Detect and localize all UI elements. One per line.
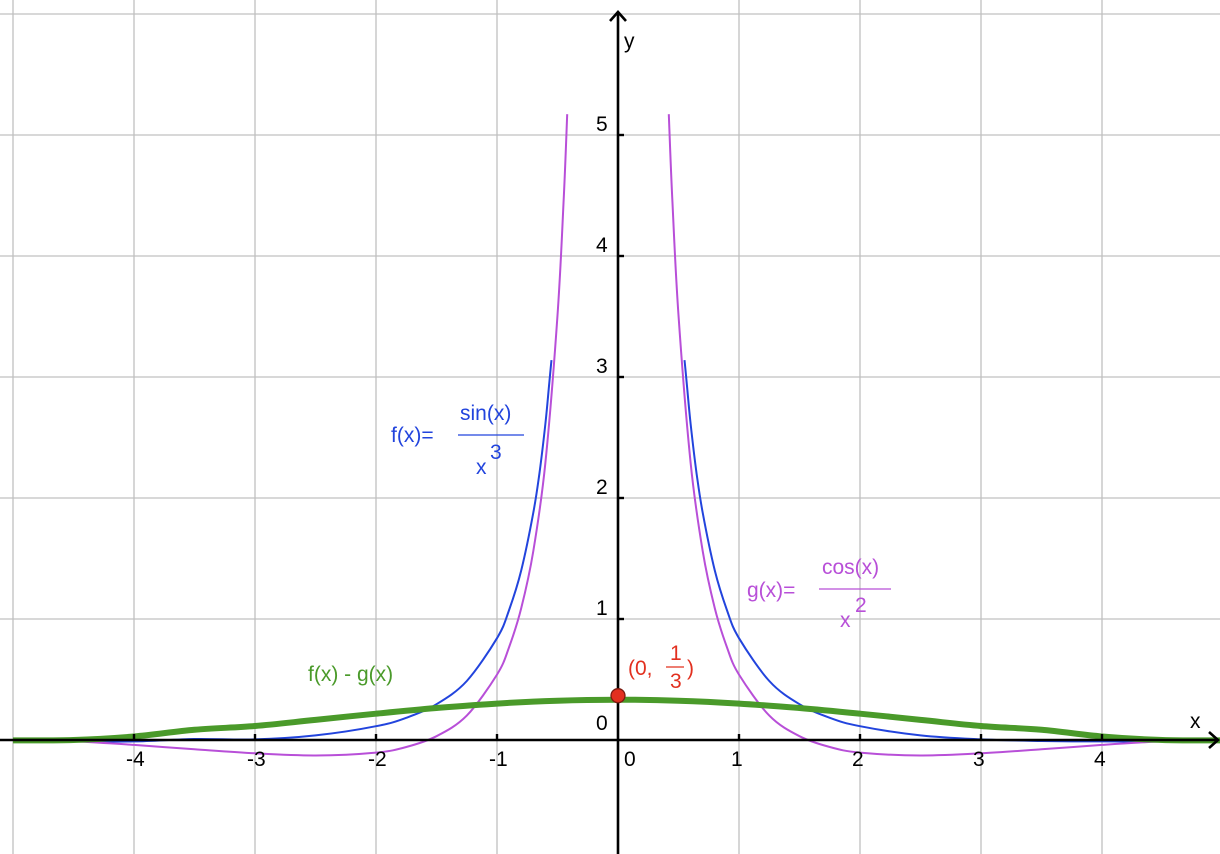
point-label-prefix: (0,	[628, 657, 653, 680]
x-axis-arrow-icon	[1208, 731, 1220, 749]
ticks: -4 -3 -2 -1 1 2 3 4 1 2 3 4 5	[126, 113, 1106, 771]
g-curve	[12, 114, 569, 757]
f-function-label: f(x)= sin(x) x 3	[391, 402, 524, 479]
limit-point-label: (0, 1 3 )	[628, 642, 694, 693]
point-label-suffix: )	[687, 657, 694, 680]
y-tick-label: 2	[596, 476, 608, 499]
y-axis-arrow-icon	[609, 10, 627, 22]
g-function-label: g(x)= cos(x) x 2	[747, 556, 891, 632]
axes: x y 0 0	[0, 10, 1220, 854]
point-label-denominator: 3	[670, 670, 682, 693]
x-tick-label: -2	[368, 748, 387, 771]
x-axis-label: x	[1190, 710, 1201, 733]
f-label-numerator: sin(x)	[460, 402, 511, 425]
x-tick-label: 3	[973, 748, 985, 771]
y-tick-label: 5	[596, 113, 608, 136]
x-tick-label: 2	[852, 748, 864, 771]
x-tick-label-0: 0	[624, 748, 636, 771]
f-label-base: x	[476, 456, 487, 479]
y-tick-label: 1	[596, 597, 608, 620]
f-label-prefix: f(x)=	[391, 424, 434, 447]
f-label-exponent: 3	[490, 441, 502, 464]
f-curve	[683, 359, 1211, 743]
difference-function-label: f(x) - g(x)	[308, 663, 393, 686]
g-label-numerator: cos(x)	[822, 556, 879, 579]
y-tick-label: 3	[596, 355, 608, 378]
x-tick-label: -4	[126, 748, 145, 771]
g-label-exponent: 2	[855, 594, 867, 617]
g-label-base: x	[840, 609, 851, 632]
difference-curve	[12, 696, 1220, 744]
g-label-prefix: g(x)=	[747, 579, 795, 602]
point-label-numerator: 1	[670, 642, 682, 665]
curves	[12, 114, 1220, 757]
x-tick-label: 1	[731, 748, 743, 771]
y-axis-label: y	[624, 30, 635, 53]
y-tick-label: 4	[596, 234, 608, 257]
x-tick-label: -1	[489, 748, 508, 771]
x-tick-label: -3	[247, 748, 266, 771]
g-curve	[667, 114, 1220, 757]
x-tick-label: 4	[1094, 748, 1106, 771]
origin-label: 0	[596, 712, 608, 735]
limit-point-marker	[610, 688, 626, 704]
